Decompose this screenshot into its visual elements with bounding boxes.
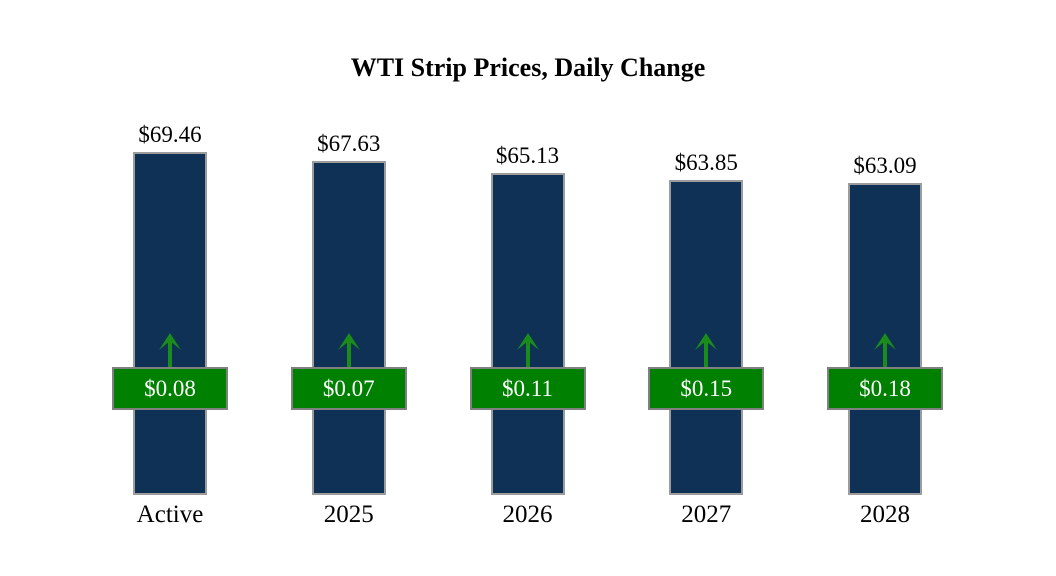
price-value-label: $65.13 <box>495 143 560 168</box>
price-value-label: $63.85 <box>674 150 738 175</box>
price-value-label: $63.09 <box>853 153 917 178</box>
price-value-label: $69.46 <box>138 122 202 147</box>
price-bar <box>133 152 207 495</box>
up-arrow-icon <box>336 333 362 367</box>
up-arrow-icon <box>157 333 183 367</box>
daily-change-badge: $0.18 <box>827 367 943 410</box>
daily-change-badge: $0.11 <box>469 367 586 410</box>
price-bar <box>311 161 386 495</box>
daily-change-badge: $0.15 <box>648 367 765 410</box>
up-arrow-icon <box>693 333 719 367</box>
x-axis-label: 2025 <box>323 501 374 528</box>
x-axis-label: 2028 <box>860 501 910 528</box>
price-value-label: $67.63 <box>317 131 381 156</box>
x-axis-label: 2026 <box>502 501 553 528</box>
x-axis-label: 2027 <box>681 501 732 528</box>
up-arrow-icon <box>515 333 541 367</box>
x-axis-label: Active <box>136 501 204 528</box>
daily-change-badge: $0.07 <box>290 367 407 410</box>
up-arrow-icon <box>872 333 898 367</box>
daily-change-badge: $0.08 <box>112 367 228 410</box>
chart-title: WTI Strip Prices, Daily Change <box>350 53 706 82</box>
